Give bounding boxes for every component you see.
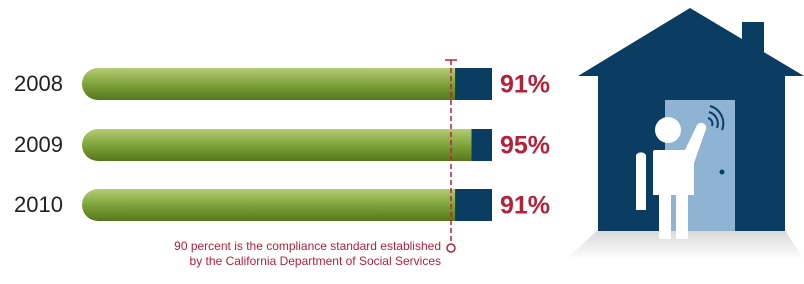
value-label: 95% xyxy=(500,132,550,160)
value-label: 91% xyxy=(500,71,550,99)
category-label: 2008 xyxy=(14,71,63,96)
category-label: 2010 xyxy=(14,192,63,217)
bar xyxy=(82,189,455,221)
bar xyxy=(82,68,455,100)
standard-marker xyxy=(447,244,455,252)
bar-chart: 2008 91% 2009 95% 2010 91% 90 percent is the c… xyxy=(14,60,550,268)
category-label: 2009 xyxy=(14,132,63,157)
standard-note: 90 percent is the compliance standard es… xyxy=(174,239,441,253)
bar xyxy=(82,129,472,161)
infographic: 2008 91% 2009 95% 2010 91% 90 percent is the c… xyxy=(0,0,804,284)
house-illustration xyxy=(565,8,804,260)
bar xyxy=(439,189,455,221)
standard-note: by the California Department of Social S… xyxy=(190,254,441,268)
bar xyxy=(439,68,455,100)
value-label: 91% xyxy=(500,192,550,220)
bar xyxy=(456,129,472,161)
